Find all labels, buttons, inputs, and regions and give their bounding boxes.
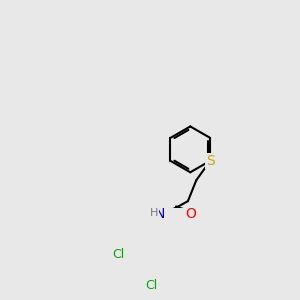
- Text: S: S: [206, 154, 214, 168]
- Text: Cl: Cl: [146, 279, 158, 292]
- Text: H: H: [150, 208, 158, 218]
- Text: N: N: [155, 207, 165, 220]
- Text: Cl: Cl: [112, 248, 125, 261]
- Text: O: O: [185, 207, 196, 220]
